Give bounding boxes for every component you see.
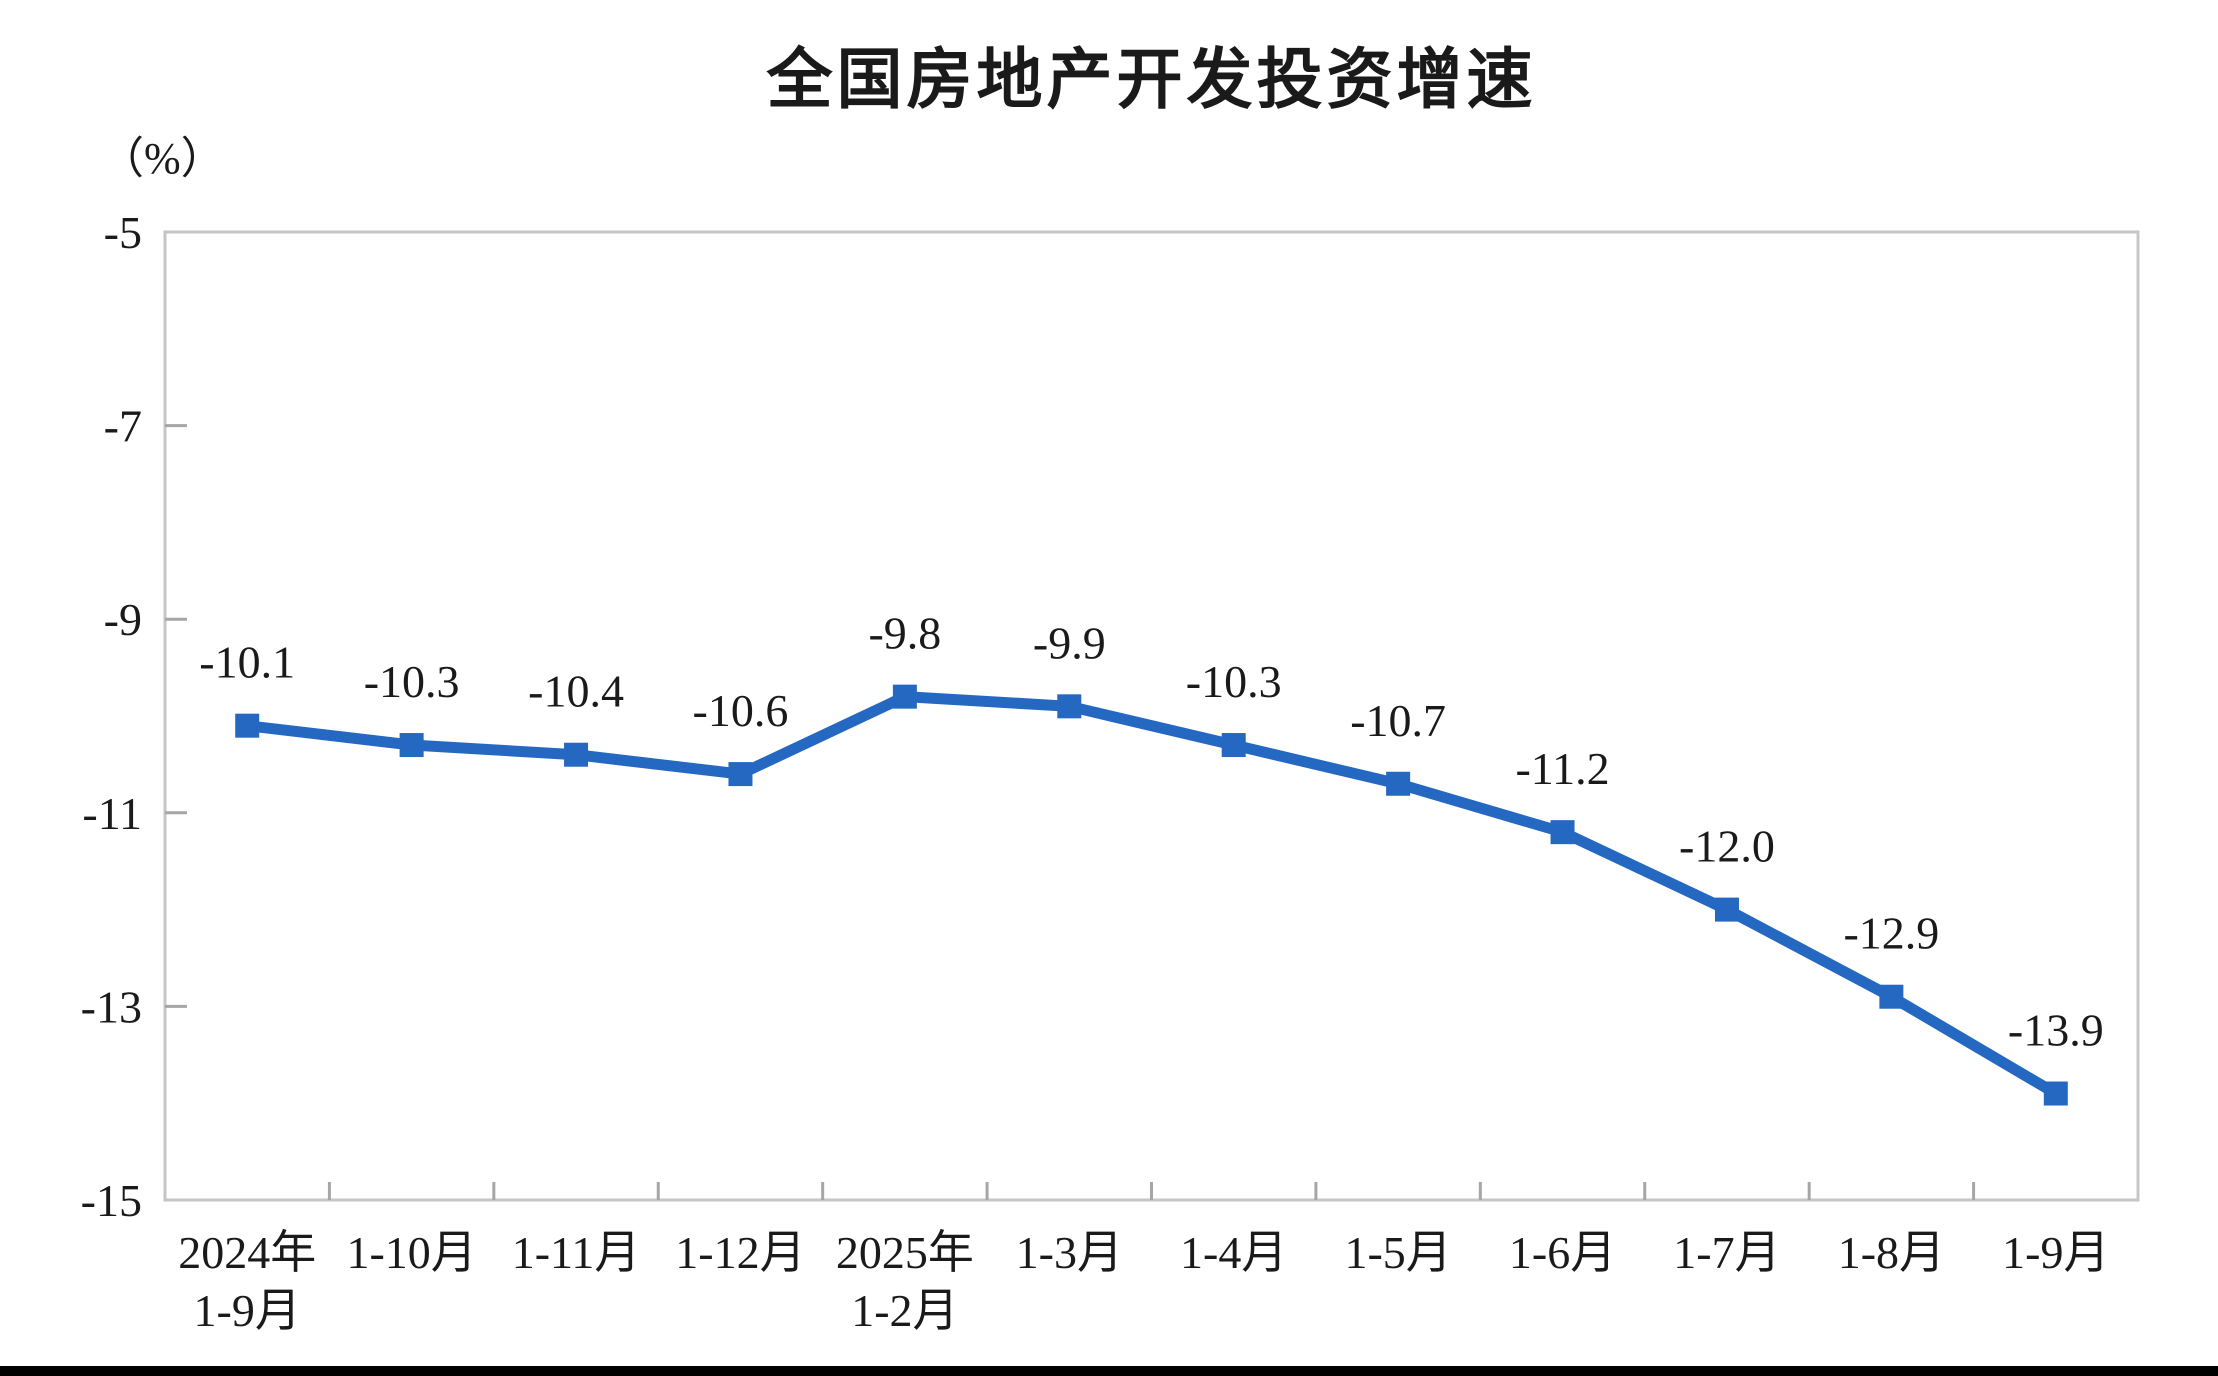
data-point-label: -10.1 <box>199 637 295 688</box>
plot-frame <box>163 230 2140 1202</box>
data-point-marker <box>399 733 424 758</box>
data-point-marker <box>2043 1081 2068 1106</box>
x-category-label: 1-4月 <box>1180 1227 1287 1278</box>
data-point-label: -13.9 <box>2008 1005 2104 1056</box>
data-point-marker <box>1057 694 1082 719</box>
x-category-label: 1-6月 <box>1509 1227 1616 1278</box>
x-category-label: 1-12月 <box>675 1227 805 1278</box>
x-category-label: 1-7月 <box>1673 1227 1780 1278</box>
data-point-label: -12.9 <box>1843 908 1939 959</box>
x-category-label: 1-10月 <box>346 1227 476 1278</box>
y-axis-tick-label: -13 <box>81 981 142 1032</box>
data-point-label: -9.8 <box>868 608 941 659</box>
data-point-label: -9.9 <box>1033 617 1106 668</box>
y-axis-tick-label: -15 <box>81 1175 142 1226</box>
y-axis-tick-label: -7 <box>104 401 142 452</box>
data-point-marker <box>1714 897 1739 922</box>
data-point-marker <box>564 742 589 767</box>
data-point-label: -10.3 <box>364 656 460 707</box>
data-point-label: -10.3 <box>1186 656 1282 707</box>
y-axis-tick-label: -5 <box>104 207 142 258</box>
x-category-label: 1-9月 <box>2002 1227 2109 1278</box>
x-category-label: 2024年 1-9月 <box>178 1227 316 1336</box>
data-point-marker <box>1221 733 1246 758</box>
y-axis-tick-label: -11 <box>82 788 142 839</box>
data-point-marker <box>728 762 753 787</box>
data-line <box>241 691 2062 1100</box>
data-point-marker <box>1386 771 1411 796</box>
data-point-label: -10.7 <box>1350 695 1446 746</box>
x-category-label: 1-8月 <box>1838 1227 1945 1278</box>
data-point-label: -12.0 <box>1679 821 1775 872</box>
data-point-marker <box>892 684 917 709</box>
chart-title: 全国房地产开发投资增速 <box>766 42 1537 116</box>
x-category-label: 1-11月 <box>512 1227 641 1278</box>
data-point-label: -11.2 <box>1515 743 1609 794</box>
y-axis-tick-label: -9 <box>104 594 142 645</box>
data-point-marker <box>1550 820 1575 845</box>
data-point-label: -10.6 <box>693 685 789 736</box>
y-axis-unit-label: （%） <box>100 134 225 183</box>
data-point-label: -10.4 <box>528 666 624 717</box>
x-category-label: 1-3月 <box>1016 1227 1123 1278</box>
x-category-label: 1-5月 <box>1344 1227 1451 1278</box>
data-point-marker <box>1879 984 1904 1009</box>
data-point-marker <box>235 713 260 738</box>
x-category-label: 2025年 1-2月 <box>836 1227 974 1336</box>
bottom-black-bar <box>0 1366 2218 1376</box>
